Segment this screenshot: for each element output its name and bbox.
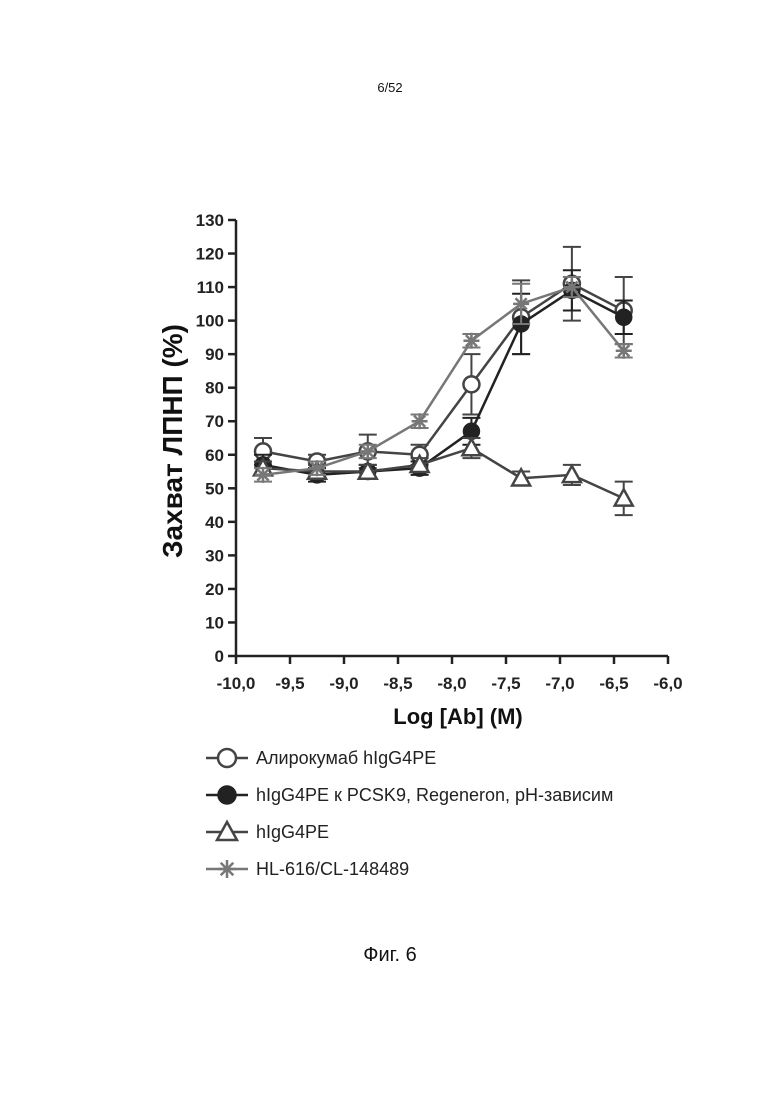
- legend-item: hIgG4PE к PCSK9, Regeneron, pH-зависим: [206, 785, 613, 805]
- asterisk-marker: [513, 296, 529, 312]
- series-layer: [254, 247, 633, 515]
- y-tick-label: 130: [196, 211, 224, 230]
- x-tick-label: -8,0: [437, 674, 466, 693]
- y-tick-label: 70: [205, 412, 224, 431]
- y-tick-label: 30: [205, 546, 224, 565]
- legend-filled-circle-marker: [218, 786, 236, 804]
- series-line: [263, 287, 624, 475]
- asterisk-marker: [255, 467, 271, 483]
- open-triangle-marker: [615, 489, 633, 505]
- legend-label: hIgG4PE к PCSK9, Regeneron, pH-зависим: [256, 785, 613, 805]
- legend-label: HL-616/CL-148489: [256, 859, 409, 879]
- open-circle-marker: [463, 376, 479, 392]
- y-tick-label: 80: [205, 379, 224, 398]
- y-tick-label: 20: [205, 580, 224, 599]
- y-tick-label: 0: [215, 647, 224, 666]
- legend-item: Алирокумаб hIgG4PE: [206, 748, 436, 768]
- open-triangle-marker: [462, 439, 480, 455]
- series-2: [254, 270, 633, 483]
- figure-caption: Фиг. 6: [0, 944, 780, 967]
- x-tick-label: -9,5: [275, 674, 304, 693]
- x-tick-label: -7,5: [491, 674, 520, 693]
- x-tick-label: -8,5: [383, 674, 412, 693]
- series-3: [254, 438, 633, 515]
- y-tick-label: 60: [205, 446, 224, 465]
- legend-label: hIgG4PE: [256, 822, 329, 842]
- x-tick-label: -6,0: [653, 674, 682, 693]
- y-tick-label: 50: [205, 479, 224, 498]
- legend-item: hIgG4PE: [206, 822, 329, 842]
- legend-open-circle-marker: [218, 749, 236, 767]
- x-tick-label: -7,0: [545, 674, 574, 693]
- y-tick-label: 120: [196, 245, 224, 264]
- y-tick-label: 90: [205, 345, 224, 364]
- y-axis-title: Захват ЛПНП (%): [157, 324, 188, 558]
- series-1: [254, 247, 633, 470]
- open-triangle-marker: [563, 466, 581, 482]
- filled-circle-marker: [616, 309, 632, 325]
- asterisk-marker: [412, 413, 428, 429]
- x-tick-label: -6,5: [599, 674, 628, 693]
- legend: Алирокумаб hIgG4PE hIgG4PE к PCSK9, Regen…: [206, 748, 613, 879]
- y-tick-label: 10: [205, 613, 224, 632]
- legend-asterisk-marker: [218, 860, 236, 878]
- x-axis-title: Log [Ab] (M): [393, 704, 523, 729]
- x-tick-label: -9,0: [329, 674, 358, 693]
- legend-item: HL-616/CL-148489: [206, 859, 409, 879]
- asterisk-marker: [463, 333, 479, 349]
- x-tick-label: -10,0: [217, 674, 256, 693]
- y-tick-label: 100: [196, 312, 224, 331]
- y-tick-label: 110: [197, 278, 224, 297]
- y-tick-label: 40: [205, 513, 224, 532]
- legend-label: Алирокумаб hIgG4PE: [256, 748, 436, 768]
